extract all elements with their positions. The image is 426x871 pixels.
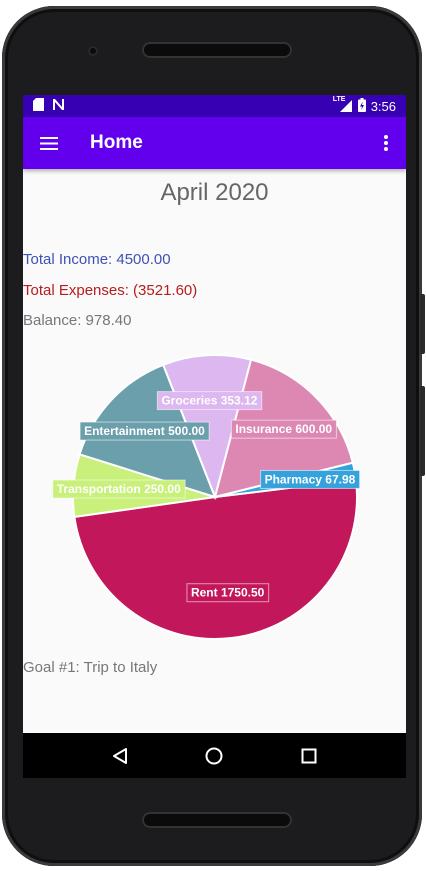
pie-label: Insurance 600.00	[230, 419, 337, 439]
hamburger-menu-icon[interactable]	[23, 117, 75, 169]
pie-label-background	[260, 469, 361, 489]
pie-label-text: Insurance 600.00	[235, 422, 332, 436]
screen: LTE 3:56 Home April 2020 Total Income: 4…	[23, 95, 406, 778]
bottom-speaker	[142, 812, 292, 828]
pie-label-background	[52, 479, 186, 499]
network-label: LTE	[332, 96, 346, 103]
pie-label-text: Rent 1750.50	[191, 586, 265, 600]
pie-label-text: Pharmacy 67.98	[265, 472, 356, 486]
lte-signal-icon: LTE	[333, 96, 353, 113]
overflow-menu-icon[interactable]	[366, 117, 406, 169]
app-title: Home	[90, 132, 143, 153]
month-title: April 2020	[160, 179, 269, 206]
pie-label: Transportation 250.00	[52, 479, 186, 499]
pie-label-background	[156, 391, 263, 411]
home-icon[interactable]	[194, 736, 234, 776]
goal-label: Goal #1: Trip to Italy	[23, 659, 158, 676]
expense-pie-chart[interactable]: Rent 1750.50 Transportation 250.00 Enterta…	[23, 344, 406, 644]
recents-icon[interactable]	[289, 736, 329, 776]
pie-label-text: Entertainment 500.00	[84, 424, 205, 438]
pie-label-background	[186, 583, 270, 603]
top-speaker	[142, 42, 292, 58]
total-expenses: Total Expenses: (3521.60)	[23, 282, 198, 299]
pie-label-text: Transportation 250.00	[57, 482, 181, 496]
pie-label: Entertainment 500.00	[79, 421, 210, 441]
pie-label: Pharmacy 67.98	[260, 469, 361, 489]
power-button	[420, 294, 425, 354]
total-income: Total Income: 4500.00	[23, 251, 171, 268]
app-bar: Home	[23, 117, 406, 169]
front-camera	[88, 46, 98, 56]
pie-slice[interactable]	[73, 478, 358, 640]
pie-label: Rent 1750.50	[186, 583, 270, 603]
pie-label-background	[230, 419, 337, 439]
system-nav-bar	[23, 733, 406, 778]
battery-charging-icon	[357, 97, 366, 115]
status-bar: LTE 3:56	[23, 95, 406, 117]
balance: Balance: 978.40	[23, 312, 132, 329]
n-notification-icon	[52, 98, 65, 114]
home-content: April 2020 Total Income: 4500.00 Total E…	[23, 169, 406, 733]
pie-label-text: Groceries 353.12	[161, 394, 257, 408]
pie-label: Groceries 353.12	[156, 391, 263, 411]
sd-card-icon	[33, 98, 44, 114]
pie-label-background	[79, 421, 210, 441]
clock: 3:56	[370, 98, 396, 114]
back-icon[interactable]	[100, 736, 140, 776]
volume-button	[420, 386, 425, 476]
